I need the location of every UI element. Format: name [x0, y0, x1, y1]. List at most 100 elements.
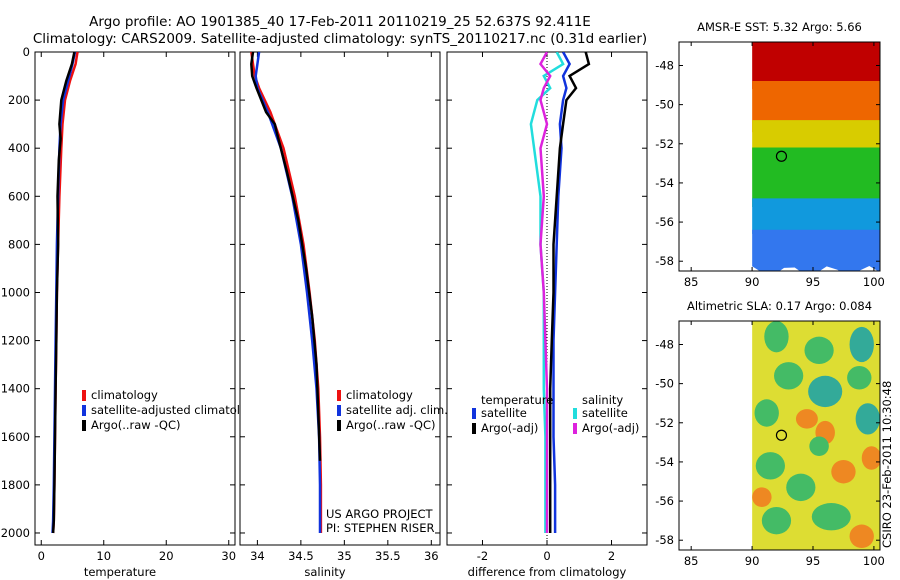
- y-tick-label: -50: [655, 377, 674, 391]
- legend-label: climatology: [346, 388, 413, 402]
- legend-group-title: salinity: [582, 393, 623, 407]
- panel-salinity: 34 34.5 35 35.5 36 salinity climatologysatelli…: [239, 51, 448, 579]
- y-tick-label: -56: [655, 215, 674, 229]
- legend-label: Argo(-adj): [582, 421, 639, 435]
- legend-label: satellite-adjusted climatolo: [91, 403, 247, 417]
- x-tick-label: 10: [96, 549, 111, 563]
- sla-anomaly: [849, 326, 874, 363]
- legend-swatch: [337, 420, 341, 431]
- x-axis-label: temperature: [84, 565, 156, 579]
- y-tick-label: 2000: [1, 526, 30, 540]
- legend-label: Argo(-adj): [481, 421, 538, 435]
- y-tick-label: -58: [655, 533, 674, 547]
- y-tick-label: 400: [8, 141, 30, 155]
- x-axis-label: salinity: [304, 565, 345, 579]
- sla-anomaly: [786, 473, 816, 502]
- y-tick-label: -52: [655, 416, 674, 430]
- series-line-salinity-satellite: [529, 52, 565, 533]
- map-field: [752, 42, 880, 271]
- sst-band: [752, 147, 880, 212]
- legend-swatch: [337, 390, 341, 401]
- x-tick-label: 2: [608, 549, 615, 563]
- sla-anomaly: [795, 409, 818, 429]
- legend-swatch: [82, 405, 86, 416]
- x-tick-label: 100: [863, 275, 885, 289]
- x-tick-label: 90: [745, 554, 760, 568]
- y-tick-label: 800: [8, 237, 30, 251]
- sla-anomaly: [764, 321, 789, 353]
- x-tick-label: 30: [221, 549, 236, 563]
- x-tick-label: 0: [38, 549, 45, 563]
- legend-swatch: [573, 423, 577, 434]
- map-title: Altimetric SLA: 0.17 Argo: 0.084: [687, 299, 872, 313]
- legend-label: satellite: [582, 406, 628, 420]
- series-line-temperature-satellite: [552, 52, 572, 533]
- x-tick-label: 85: [684, 275, 699, 289]
- x-tick-label: 85: [684, 554, 699, 568]
- x-tick-label: 34: [250, 549, 265, 563]
- y-tick-label: -48: [655, 58, 674, 72]
- x-tick-label: 90: [745, 275, 760, 289]
- sst-band: [752, 81, 880, 134]
- x-tick-label: 100: [863, 554, 885, 568]
- map-frame: [678, 41, 881, 272]
- x-tick-label: 34.5: [288, 549, 314, 563]
- legend-swatch: [337, 405, 341, 416]
- y-tick-label: 1000: [1, 285, 30, 299]
- y-tick-label: 0: [23, 45, 30, 59]
- sla-anomaly: [774, 362, 804, 390]
- legend-swatch: [573, 408, 577, 419]
- x-tick-label: 95: [806, 554, 821, 568]
- sla-anomaly: [804, 336, 834, 365]
- y-tick-label: 600: [8, 189, 30, 203]
- legend-label: climatology: [91, 388, 158, 402]
- sla-anomaly: [861, 446, 880, 470]
- x-axis-label: difference from climatology: [468, 565, 627, 579]
- y-tick-label: -52: [655, 137, 674, 151]
- sst-band: [752, 229, 880, 271]
- legend-label: Argo(..raw -QC): [346, 418, 436, 432]
- sla-anomaly: [811, 503, 851, 531]
- series-line-salinity-argo-adj-: [539, 52, 552, 533]
- map-frame: [678, 320, 881, 551]
- credit-project: US ARGO PROJECT: [326, 507, 434, 521]
- legend-label: satellite: [481, 406, 527, 420]
- x-tick-label: 35: [337, 549, 352, 563]
- series-line-argo-raw-qc-: [250, 52, 322, 461]
- map-field: [752, 321, 880, 550]
- map-sla_map: Altimetric SLA: 0.17 Argo: 0.084 85 90 95 10…: [655, 299, 885, 568]
- argo-position-marker: [775, 150, 788, 162]
- sla-anomaly: [752, 487, 772, 507]
- legend-swatch: [472, 423, 476, 434]
- legend-swatch: [472, 408, 476, 419]
- credit-pi: PI: STEPHEN RISER: [326, 521, 435, 535]
- sla-anomaly: [755, 452, 785, 480]
- sla-anomaly: [809, 436, 829, 457]
- series-line-temperature-argo-adj-: [548, 52, 591, 533]
- map-sst_map: AMSR-E SST: 5.32 Argo: 5.66 85 90 95 100 -48 -…: [655, 20, 885, 289]
- sla-anomaly: [849, 524, 874, 549]
- y-tick-label: -56: [655, 494, 674, 508]
- y-tick-label: -54: [655, 176, 674, 190]
- figure-title-line1: Argo profile: AO 1901385_40 17-Feb-2011 …: [89, 14, 591, 30]
- x-tick-label: 20: [159, 549, 174, 563]
- sla-anomaly: [831, 459, 856, 484]
- x-tick-label: 95: [806, 275, 821, 289]
- panel-difference: -2 0 2 difference from climatology temperatu…: [446, 51, 648, 579]
- y-tick-label: -58: [655, 254, 674, 268]
- x-tick-label: 0: [543, 549, 550, 563]
- series-line-argo-raw-qc-: [51, 52, 76, 534]
- y-tick-label: 1600: [1, 430, 30, 444]
- argo-position-marker: [775, 429, 788, 441]
- sla-anomaly: [855, 403, 880, 435]
- y-tick-label: 1800: [1, 478, 30, 492]
- y-tick-label: 200: [8, 93, 30, 107]
- legend-group-title: temperature: [481, 393, 553, 407]
- panel-frame: [239, 51, 441, 546]
- sla-anomaly: [847, 366, 872, 390]
- x-tick-label: 36: [424, 549, 439, 563]
- y-tick-label: -48: [655, 337, 674, 351]
- sla-anomaly: [808, 375, 843, 408]
- y-tick-label: -50: [655, 98, 674, 112]
